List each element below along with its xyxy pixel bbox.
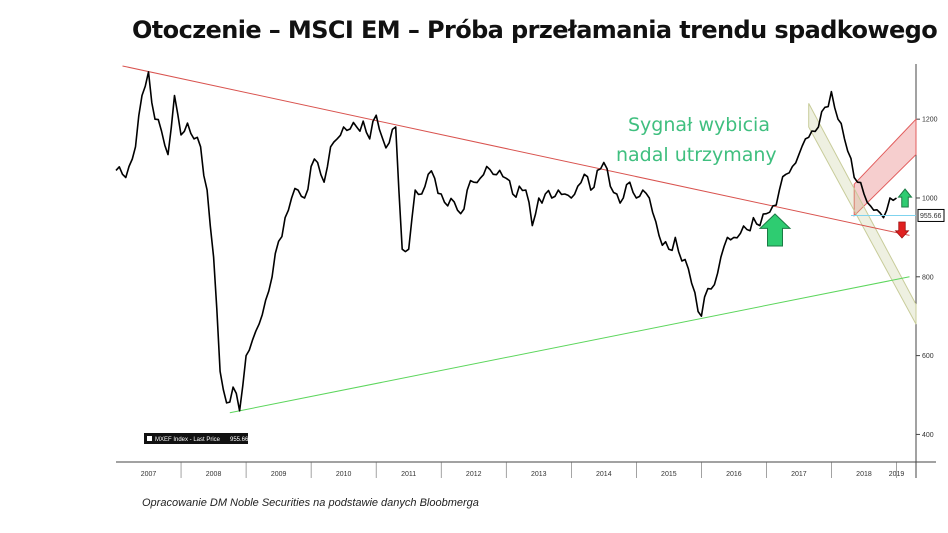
source-footnote: Opracowanie DM Noble Securities na podst… — [142, 497, 479, 509]
x-tick-label: 2012 — [466, 471, 482, 478]
breakout-up-arrow-large — [758, 213, 792, 247]
y-tick-label: 600 — [922, 353, 934, 360]
x-tick-label: 2017 — [791, 471, 807, 478]
resistance-trendline — [122, 65, 910, 236]
legend-swatch — [147, 436, 152, 441]
x-tick-label: 2009 — [271, 471, 287, 478]
x-tick-label: 2010 — [336, 471, 352, 478]
x-tick-label: 2016 — [726, 471, 742, 478]
x-tick-label: 2015 — [661, 471, 677, 478]
legend-value: 955.66 — [230, 437, 249, 443]
plot-area — [116, 64, 916, 462]
x-tick-label: 2007 — [141, 471, 157, 478]
last-price-label: 955.66 — [920, 213, 942, 220]
x-tick-label: 2013 — [531, 471, 547, 478]
x-tick-label: 2008 — [206, 471, 222, 478]
y-tick-label: 1000 — [922, 195, 938, 202]
price-series-line — [115, 71, 897, 412]
up-channel — [853, 117, 917, 217]
y-tick-label: 1200 — [922, 117, 938, 124]
support-trendline — [229, 276, 910, 414]
last-price-box — [917, 208, 945, 222]
legend-label: MXEF Index - Last Price — [155, 437, 221, 443]
legend-box — [144, 433, 248, 444]
x-tick-label: 2014 — [596, 471, 612, 478]
x-tick-label: 2011 — [401, 471, 416, 478]
annotation-line1: Sygnał wybicia — [628, 114, 770, 136]
chart-title: Otoczenie – MSCI EM – Próba przełamania … — [132, 16, 938, 44]
x-tick-label: 2018 — [856, 471, 872, 478]
y-tick-label: 400 — [922, 432, 934, 439]
breakdown-down-arrow — [894, 221, 910, 239]
breakout-up-arrow-small — [897, 188, 913, 208]
down-channel — [808, 103, 917, 325]
annotation-line2: nadal utrzymany — [616, 144, 777, 166]
y-tick-label: 800 — [922, 274, 934, 281]
